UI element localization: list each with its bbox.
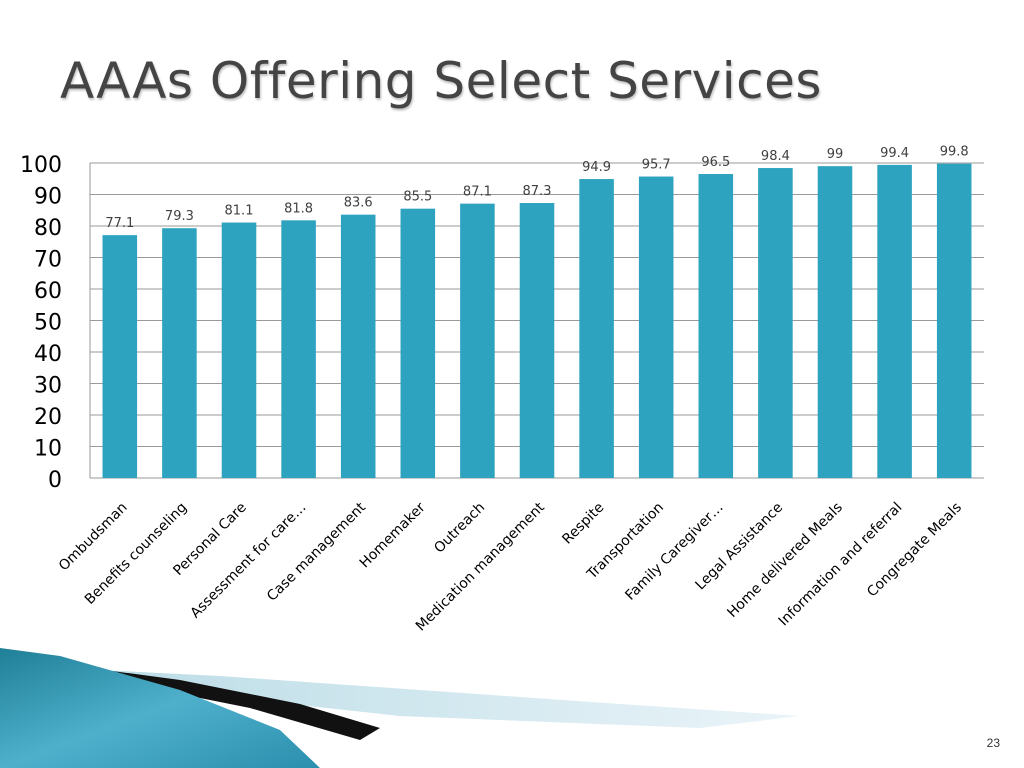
data-label: 94.9: [582, 160, 611, 175]
bar: [936, 163, 972, 478]
y-tick-label: 10: [34, 437, 62, 462]
bar: [460, 203, 495, 478]
data-label: 99: [827, 147, 844, 162]
bar: [638, 176, 674, 479]
data-label: 87.3: [523, 184, 552, 199]
bar: [102, 235, 138, 478]
data-label: 99.4: [880, 146, 909, 161]
data-label: 96.5: [701, 155, 730, 170]
y-tick-label: 0: [48, 468, 62, 493]
bar: [340, 214, 376, 478]
data-label: 95.7: [642, 158, 671, 173]
y-tick-label: 50: [34, 311, 62, 336]
bar: [519, 203, 555, 478]
y-tick-label: 40: [34, 342, 62, 367]
data-label: 77.1: [105, 216, 134, 231]
y-tick-label: 30: [34, 374, 62, 399]
bar: [221, 222, 257, 478]
y-tick-label: 60: [34, 279, 62, 304]
y-tick-label: 80: [34, 216, 62, 241]
y-tick-label: 100: [20, 153, 62, 178]
pale-swoosh: [60, 668, 800, 728]
bar: [817, 166, 853, 478]
bar: [162, 228, 197, 478]
y-axis-ticks: 0 10 20 30 40 50 60 70 80 90 100: [20, 153, 62, 493]
page-number: 23: [986, 736, 1000, 750]
data-label: 85.5: [403, 190, 432, 205]
y-tick-label: 90: [34, 185, 62, 210]
value-labels: 77.1 79.3 81.1 81.8 83.6 85.5 87.1 87.3 94.9 95.7…: [105, 145, 968, 232]
slide-title: AAAs Offering Select Services: [60, 52, 822, 110]
data-label: 81.1: [225, 204, 254, 219]
y-tick-label: 70: [34, 248, 62, 273]
data-label: 87.1: [463, 185, 492, 200]
blue-swoosh: [0, 648, 320, 768]
bar: [877, 164, 912, 478]
bar: [281, 220, 316, 478]
data-label: 79.3: [165, 209, 194, 224]
bars: [102, 163, 972, 479]
bar: [579, 179, 614, 478]
data-label: 99.8: [940, 145, 969, 160]
y-tick-label: 20: [34, 405, 62, 430]
bar: [698, 174, 734, 478]
data-label: 83.6: [344, 196, 373, 211]
data-label: 81.8: [284, 201, 313, 216]
bar: [758, 168, 793, 479]
bar: [400, 208, 436, 479]
data-label: 98.4: [761, 149, 790, 164]
